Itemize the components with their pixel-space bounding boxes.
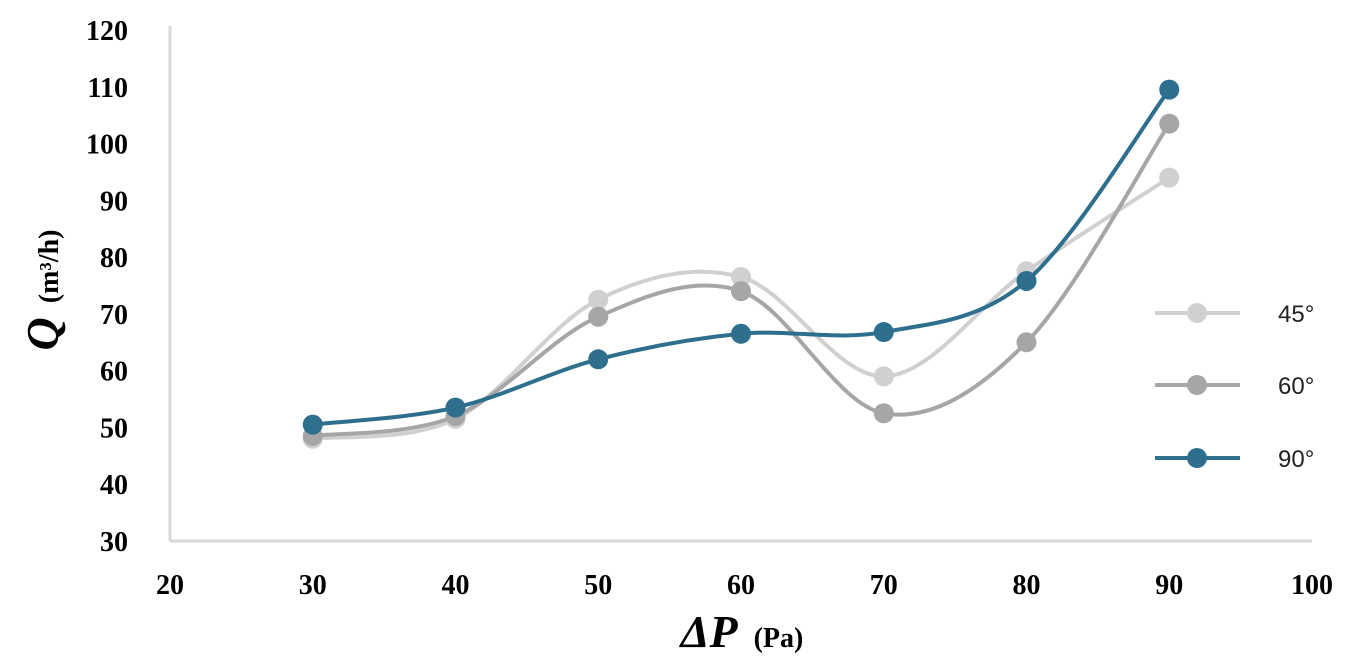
- x-tick-label: 30: [299, 570, 327, 601]
- series-1: [302, 167, 1180, 449]
- x-tick-label: 70: [870, 570, 898, 601]
- data-point: [873, 366, 894, 387]
- data-point: [731, 323, 751, 344]
- data-point: [731, 266, 751, 287]
- svg-text:ΔP (Pa): ΔP (Pa): [679, 606, 804, 657]
- series-lines: [302, 79, 1180, 449]
- legend-label: 90°: [1278, 446, 1314, 473]
- data-point: [1159, 79, 1180, 100]
- legend-marker: [1187, 448, 1207, 468]
- x-tick-label: 80: [1013, 570, 1041, 601]
- series-3: [302, 79, 1180, 435]
- y-tick-label: 100: [86, 130, 128, 161]
- y-tick-label: 40: [100, 470, 128, 501]
- data-point: [873, 403, 894, 424]
- svg-text:Q (m³/h): Q (m³/h): [17, 230, 68, 351]
- x-tick-label: 100: [1291, 570, 1333, 601]
- x-axis-title: ΔP (Pa): [679, 606, 804, 657]
- y-tick-label: 120: [86, 16, 128, 47]
- data-point: [588, 289, 609, 310]
- legend-item: 90°: [1155, 446, 1314, 473]
- data-point: [588, 349, 609, 370]
- y-axis-title: Q (m³/h): [17, 230, 68, 351]
- x-tick-label: 90: [1155, 570, 1183, 601]
- series-line: [312, 88, 1171, 427]
- legend-marker: [1187, 375, 1207, 395]
- y-tick-label: 70: [100, 300, 128, 331]
- x-axis-unit: (Pa): [754, 623, 804, 654]
- y-axis-symbol: Q: [17, 317, 68, 350]
- data-point: [1016, 332, 1037, 353]
- y-axis-unit: (m³/h): [34, 230, 65, 304]
- x-tick-label: 20: [156, 570, 184, 601]
- data-point: [588, 306, 609, 327]
- legend-item: 60°: [1155, 373, 1314, 400]
- data-point: [302, 414, 323, 435]
- data-point: [731, 281, 751, 302]
- data-point: [1016, 270, 1037, 291]
- legend-label: 45°: [1278, 301, 1314, 328]
- data-point: [1159, 113, 1180, 134]
- x-axis-symbol: ΔP: [679, 606, 739, 657]
- data-point: [445, 397, 466, 418]
- x-tick-label: 60: [727, 570, 755, 601]
- data-point: [873, 322, 894, 343]
- x-tick-label: 50: [584, 570, 612, 601]
- axes: [168, 26, 1312, 543]
- x-tick-labels: 20 30 40 50 60 70 80 90 100: [156, 570, 1333, 601]
- y-tick-label: 30: [100, 527, 128, 558]
- y-tick-label: 50: [100, 413, 128, 444]
- legend-item: 45°: [1155, 301, 1314, 328]
- legend-label: 60°: [1278, 373, 1314, 400]
- y-tick-label: 90: [100, 186, 128, 217]
- y-tick-label: 60: [100, 357, 128, 388]
- y-tick-label: 110: [88, 73, 128, 104]
- series-line: [312, 175, 1171, 441]
- y-tick-label: 80: [100, 243, 128, 274]
- x-tick-label: 40: [442, 570, 470, 601]
- y-tick-labels: 30 40 50 60 70 80 90 100 110 120: [86, 16, 128, 558]
- data-point: [1159, 167, 1180, 188]
- legend: 45° 60° 90°: [1155, 301, 1314, 473]
- legend-marker: [1187, 303, 1207, 323]
